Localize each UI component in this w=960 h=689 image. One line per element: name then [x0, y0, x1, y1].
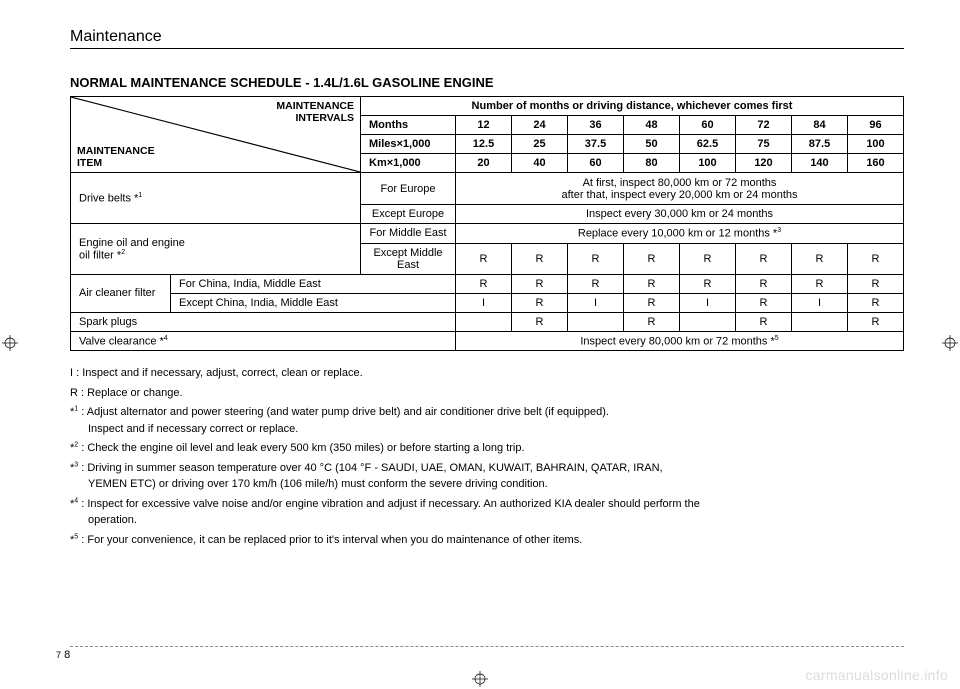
- row-engine-oil-me: Engine oil and engine oil filter *2 For …: [71, 224, 904, 244]
- row-air-cleaner-1: Air cleaner filter For China, India, Mid…: [71, 274, 904, 293]
- note-r: R : Replace or change.: [70, 385, 904, 402]
- diag-item-label: MAINTENANCEITEM: [77, 145, 155, 169]
- crop-mark-right-icon: [942, 335, 958, 351]
- note-3: *3 : Driving in summer season temperatur…: [70, 460, 904, 493]
- page-title: NORMAL MAINTENANCE SCHEDULE - 1.4L/1.6L …: [70, 75, 904, 90]
- crop-mark-left-icon: [2, 335, 18, 351]
- crop-mark-bottom-icon: [472, 671, 488, 687]
- row-valve-clearance: Valve clearance *4 Inspect every 80,000 …: [71, 331, 904, 351]
- footnotes: I : Inspect and if necessary, adjust, co…: [70, 365, 904, 548]
- note-4: *4 : Inspect for excessive valve noise a…: [70, 496, 904, 529]
- maintenance-table: MAINTENANCEINTERVALS MAINTENANCEITEM Num…: [70, 96, 904, 351]
- footer-rule: [70, 646, 904, 647]
- note-2: *2 : Check the engine oil level and leak…: [70, 440, 904, 457]
- header-span: Number of months or driving distance, wh…: [361, 97, 904, 116]
- row-spark-plugs: Spark plugs R R R R: [71, 312, 904, 331]
- item-drive-belts: Drive belts *1: [71, 173, 361, 224]
- diagonal-header-cell: MAINTENANCEINTERVALS MAINTENANCEITEM: [71, 97, 361, 173]
- note-1: *1 : Adjust alternator and power steerin…: [70, 404, 904, 437]
- section-header: Maintenance: [70, 28, 904, 49]
- diag-intervals-label: MAINTENANCEINTERVALS: [276, 100, 354, 124]
- note-i: I : Inspect and if necessary, adjust, co…: [70, 365, 904, 382]
- note-5: *5 : For your convenience, it can be rep…: [70, 532, 904, 549]
- row-air-cleaner-2: Except China, India, Middle East I R I R…: [71, 293, 904, 312]
- row-drive-belts-europe: Drive belts *1 For Europe At first, insp…: [71, 173, 904, 205]
- watermark: carmanualsonline.info: [806, 667, 949, 683]
- page-number: 7 8: [56, 649, 70, 661]
- item-air-cleaner: Air cleaner filter: [71, 274, 171, 312]
- item-engine-oil: Engine oil and engine oil filter *2: [71, 224, 361, 275]
